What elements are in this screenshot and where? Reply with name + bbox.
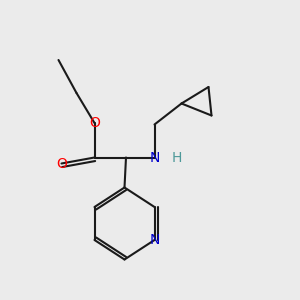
Text: O: O bbox=[56, 157, 67, 170]
Text: H: H bbox=[172, 151, 182, 164]
Text: N: N bbox=[149, 151, 160, 164]
Text: O: O bbox=[89, 116, 100, 130]
Text: N: N bbox=[149, 233, 160, 247]
